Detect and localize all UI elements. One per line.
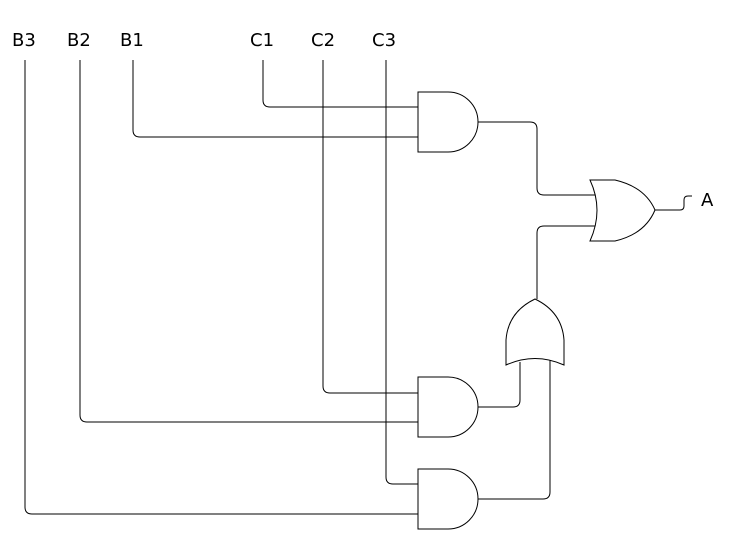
or-gate-final xyxy=(589,179,656,242)
wire-c3 xyxy=(385,60,418,485)
wire-and-bottom-to-or-lower xyxy=(478,358,551,500)
and-gate-top xyxy=(417,91,479,153)
input-label-b2: B2 xyxy=(67,30,91,51)
input-label-b3: B3 xyxy=(12,30,36,51)
or-gate-lower xyxy=(505,298,565,366)
input-label-c1: C1 xyxy=(250,30,274,51)
input-label-c2: C2 xyxy=(311,30,335,51)
wire-and-top-to-or-final xyxy=(478,121,596,196)
wire-c1 xyxy=(262,60,418,108)
wire-or-lower-to-or-final xyxy=(536,225,596,299)
input-label-c3: C3 xyxy=(372,30,396,51)
and-gate-middle xyxy=(417,376,479,438)
wire-b2 xyxy=(79,60,418,423)
output-label-a: A xyxy=(701,190,714,211)
wire-b3 xyxy=(24,60,418,515)
and-gate-bottom xyxy=(417,468,479,530)
wire-b1 xyxy=(132,60,418,138)
input-label-b1: B1 xyxy=(120,30,144,51)
wire-and-mid-to-or-lower xyxy=(478,362,521,408)
wire-output-a xyxy=(655,195,692,211)
wire-c2 xyxy=(322,60,418,394)
